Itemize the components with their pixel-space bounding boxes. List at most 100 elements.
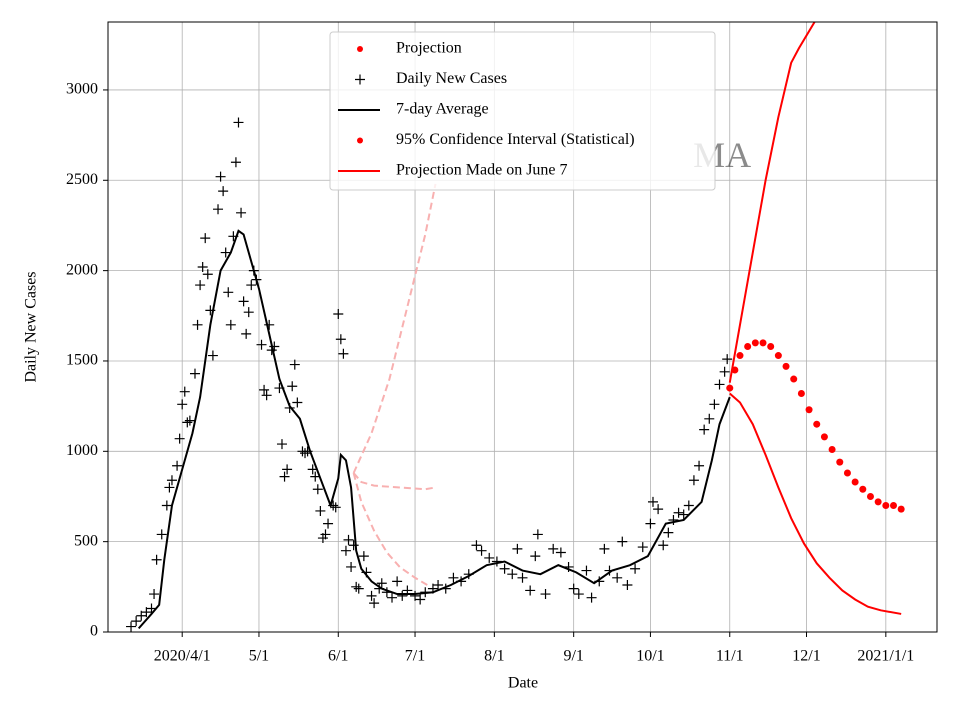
case-marker	[433, 580, 444, 591]
case-marker	[351, 581, 362, 592]
case-marker	[714, 379, 725, 390]
projection-dot	[744, 343, 752, 351]
case-marker	[310, 471, 321, 482]
x-tick-label: 5/1	[249, 648, 269, 665]
projection-dot	[874, 498, 882, 506]
x-tick-label: 9/1	[563, 648, 583, 665]
case-marker	[484, 552, 495, 563]
case-marker	[131, 616, 142, 627]
case-marker	[397, 590, 408, 601]
case-marker	[440, 583, 451, 594]
case-marker	[300, 448, 311, 459]
legend-label: 7-day Average	[396, 101, 489, 118]
case-marker	[622, 580, 633, 591]
projection-dot	[828, 446, 836, 454]
y-tick-label: 0	[90, 623, 98, 640]
case-marker	[179, 386, 190, 397]
case-marker	[149, 589, 160, 600]
plot-area	[126, 22, 905, 632]
ci-line	[729, 392, 902, 615]
case-marker	[238, 296, 249, 307]
case-marker	[141, 607, 152, 618]
case-marker	[594, 576, 605, 587]
case-marker	[156, 529, 167, 540]
case-marker	[228, 231, 239, 242]
case-marker	[307, 464, 318, 475]
case-marker	[353, 583, 364, 594]
y-tick-label: 2500	[66, 171, 98, 188]
june-projection-line	[352, 472, 436, 491]
case-marker	[259, 384, 270, 395]
case-marker	[471, 540, 482, 551]
case-marker	[182, 417, 193, 428]
case-marker	[256, 339, 267, 350]
case-marker	[599, 543, 610, 554]
x-tick-label: 7/1	[405, 648, 425, 665]
projection-dot	[731, 366, 739, 374]
x-axis-label: Date	[508, 675, 538, 692]
case-marker	[427, 583, 438, 594]
case-marker	[189, 368, 200, 379]
projection-dot	[805, 406, 813, 414]
case-marker	[658, 540, 669, 551]
case-marker	[645, 518, 656, 529]
case-marker	[248, 265, 259, 276]
case-marker	[279, 471, 290, 482]
case-marker	[172, 460, 183, 471]
case-marker	[292, 397, 303, 408]
case-marker	[261, 390, 272, 401]
case-marker	[320, 529, 331, 540]
case-marker	[274, 383, 285, 394]
case-marker	[374, 583, 385, 594]
case-marker	[164, 482, 175, 493]
case-marker	[525, 585, 536, 596]
case-marker	[694, 460, 705, 471]
y-tick-label: 500	[74, 532, 98, 549]
ci-line	[728, 22, 816, 383]
case-marker	[177, 399, 188, 410]
case-marker	[200, 233, 211, 244]
projection-dot	[726, 384, 734, 392]
case-marker	[289, 359, 300, 370]
case-marker	[530, 551, 541, 562]
case-marker	[683, 500, 694, 511]
x-tick-label: 10/1	[636, 648, 664, 665]
case-marker	[673, 507, 684, 518]
case-marker	[166, 475, 177, 486]
case-marker	[678, 509, 689, 520]
case-marker	[205, 305, 216, 316]
case-marker	[463, 569, 474, 580]
case-marker	[246, 280, 257, 291]
projection-dot	[890, 502, 898, 510]
case-marker	[146, 603, 157, 614]
case-marker	[161, 500, 172, 511]
june-projection-line	[352, 183, 437, 474]
case-marker	[184, 415, 195, 426]
case-marker	[241, 328, 252, 339]
case-marker	[604, 565, 615, 576]
x-tick-label: 2021/1/1	[857, 648, 914, 665]
x-tick-label: 8/1	[484, 648, 504, 665]
case-marker	[668, 514, 679, 525]
case-marker	[499, 563, 510, 574]
case-marker	[213, 204, 224, 215]
projection-dot	[843, 469, 851, 477]
case-marker	[387, 592, 398, 603]
projection-dot	[759, 339, 767, 347]
case-marker	[507, 569, 518, 580]
x-tick-label: 2020/4/1	[154, 648, 211, 665]
case-marker	[415, 594, 426, 605]
projection-dot	[782, 362, 790, 370]
y-tick-label: 3000	[66, 81, 98, 98]
case-marker	[376, 578, 387, 589]
case-marker	[276, 439, 287, 450]
case-marker	[358, 551, 369, 562]
case-marker	[269, 341, 280, 352]
case-marker	[287, 381, 298, 392]
projection-dot	[897, 505, 905, 513]
projection-dot	[820, 433, 828, 441]
case-marker	[348, 540, 359, 551]
case-marker	[225, 319, 236, 330]
case-marker	[647, 496, 658, 507]
case-marker	[251, 274, 262, 285]
